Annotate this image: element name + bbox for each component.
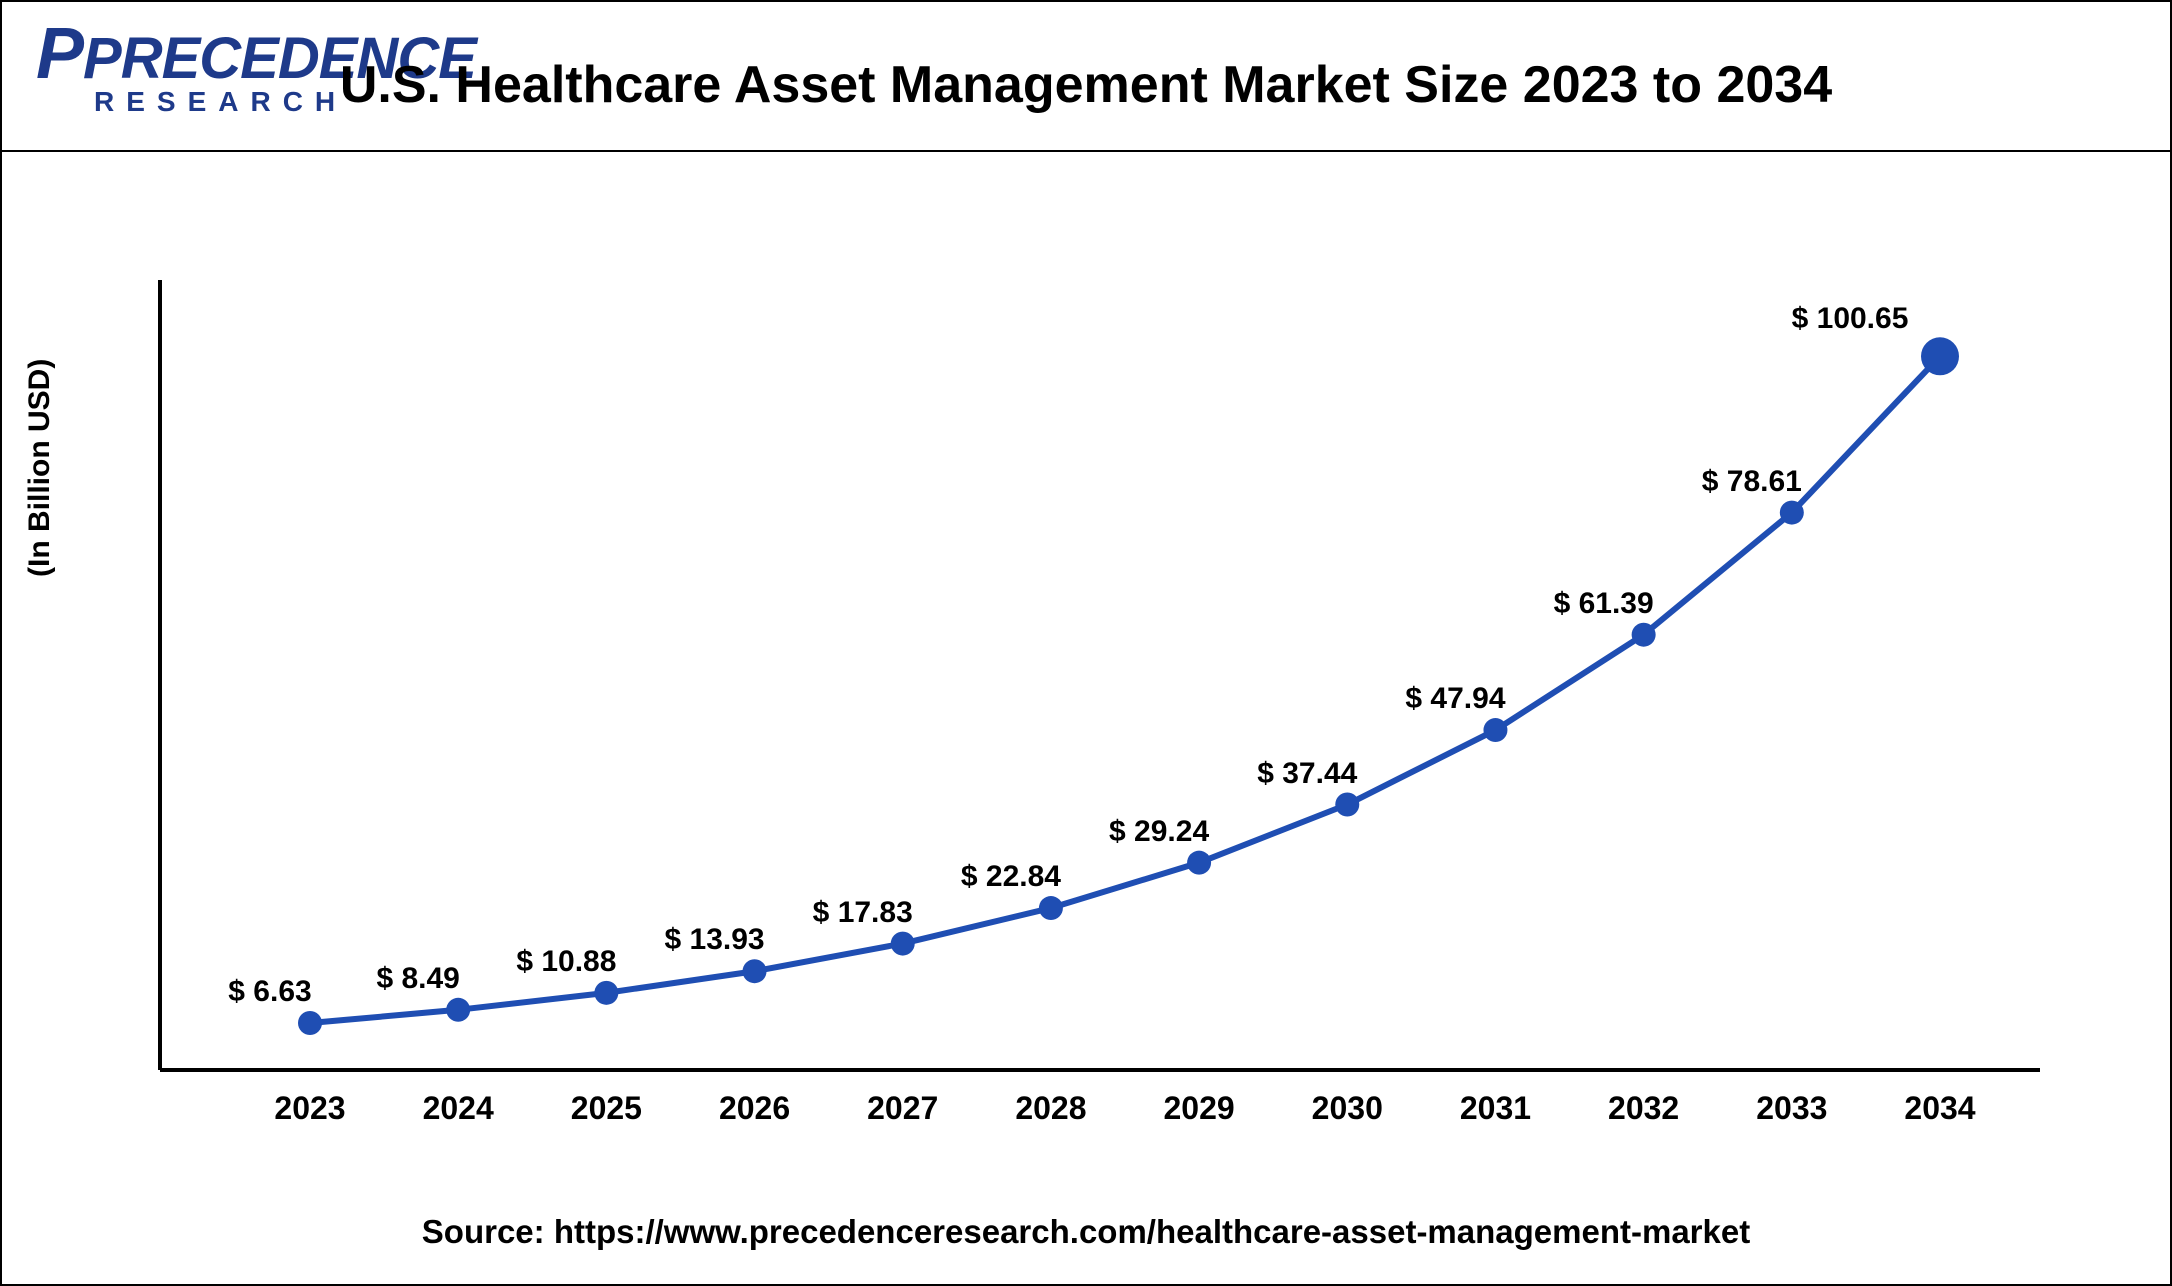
y-axis-label: (In Billion USD)	[23, 359, 57, 577]
x-tick-label: 2030	[1312, 1090, 1383, 1127]
data-point-label: $ 6.63	[228, 975, 311, 1009]
data-point-label: $ 37.44	[1257, 757, 1357, 791]
x-tick-label: 2024	[423, 1090, 494, 1127]
chart-svg	[160, 290, 2040, 1070]
data-point-label: $ 13.93	[664, 923, 764, 957]
data-point-label: $ 78.61	[1702, 465, 1802, 499]
data-point-label: $ 100.65	[1792, 302, 1909, 336]
data-point-label: $ 22.84	[961, 860, 1061, 894]
data-point-label: $ 17.83	[813, 896, 913, 930]
x-tick-label: 2026	[719, 1090, 790, 1127]
header: PPRECEDENCE RESEARCH U.S. Healthcare Ass…	[0, 0, 2172, 152]
data-point-label: $ 10.88	[516, 945, 616, 979]
x-tick-label: 2034	[1904, 1090, 1975, 1127]
x-tick-label: 2033	[1756, 1090, 1827, 1127]
data-point-label: $ 47.94	[1405, 682, 1505, 716]
x-tick-label: 2025	[571, 1090, 642, 1127]
x-tick-label: 2023	[274, 1090, 345, 1127]
data-point-label: $ 29.24	[1109, 815, 1209, 849]
chart-container: PPRECEDENCE RESEARCH U.S. Healthcare Ass…	[0, 0, 2172, 1286]
x-tick-label: 2028	[1015, 1090, 1086, 1127]
data-point-label: $ 61.39	[1554, 587, 1654, 621]
chart-title: U.S. Healthcare Asset Management Market …	[0, 55, 2172, 115]
x-tick-label: 2032	[1608, 1090, 1679, 1127]
x-tick-label: 2029	[1163, 1090, 1234, 1127]
data-point-label: $ 8.49	[376, 962, 459, 996]
x-tick-label: 2027	[867, 1090, 938, 1127]
chart-plot-area: $ 6.63 $ 8.49 $ 10.88 $ 13.93 $ 17.83 $ 22.84…	[160, 290, 2040, 1070]
x-tick-label: 2031	[1460, 1090, 1531, 1127]
source-text: Source: https://www.precedenceresearch.c…	[0, 1213, 2172, 1251]
